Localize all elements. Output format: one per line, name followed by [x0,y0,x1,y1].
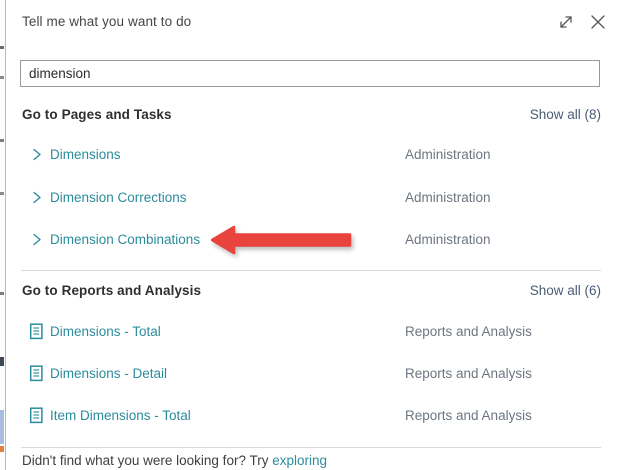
result-category: Administration [405,146,491,162]
result-link[interactable]: Dimensions [50,146,121,162]
result-row-dimensions-total[interactable]: Dimensions - Total Reports and Analysis [0,319,624,343]
dialog-left-edge [5,0,6,470]
section-divider [21,270,601,271]
footer-divider [21,447,601,448]
background-artifact [0,357,4,366]
background-artifact [0,446,4,452]
result-category: Reports and Analysis [405,407,532,423]
chevron-right-icon [29,231,44,248]
chevron-right-icon [29,146,44,163]
section-header-reports-and-analysis: Go to Reports and Analysis Show all (6) [22,281,601,299]
result-category: Administration [405,189,491,205]
close-dialog-button[interactable] [588,12,608,32]
result-row-dimensions-detail[interactable]: Dimensions - Detail Reports and Analysis [0,361,624,385]
result-link[interactable]: Dimension Corrections [50,189,187,205]
exploring-link[interactable]: exploring [272,453,327,468]
result-category: Reports and Analysis [405,323,532,339]
background-artifact [0,410,4,444]
chevron-right-icon [29,189,44,206]
background-artifact [0,46,4,49]
result-row-dimensions[interactable]: Dimensions Administration [0,142,624,166]
expand-diagonal-icon [557,16,575,34]
result-link[interactable]: Item Dimensions - Total [50,407,191,423]
result-row-dimension-corrections[interactable]: Dimension Corrections Administration [0,185,624,209]
background-artifact [0,192,4,195]
section-header-pages-and-tasks: Go to Pages and Tasks Show all (8) [22,105,601,123]
footer-hint-text: Didn't find what you were looking for? T… [22,453,273,468]
section-title: Go to Pages and Tasks [22,106,172,122]
background-artifact [0,76,4,79]
close-icon [588,15,608,35]
result-category: Reports and Analysis [405,365,532,381]
report-document-icon [29,406,44,424]
report-document-icon [29,322,44,340]
report-document-icon [29,364,44,382]
section-title: Go to Reports and Analysis [22,282,202,298]
background-artifact [0,292,4,295]
dialog-title: Tell me what you want to do [22,14,192,29]
background-artifact [0,139,4,142]
background-page-sliver [0,0,5,470]
result-category: Administration [405,231,491,247]
result-link[interactable]: Dimensions - Detail [50,365,168,381]
footer-hint: Didn't find what you were looking for? T… [22,453,327,468]
result-row-dimension-combinations[interactable]: Dimension Combinations Administration [0,227,624,251]
result-row-item-dimensions-total[interactable]: Item Dimensions - Total Reports and Anal… [0,403,624,427]
show-all-pages-link[interactable]: Show all (8) [529,106,601,122]
show-all-reports-link[interactable]: Show all (6) [529,282,601,298]
search-input[interactable] [20,60,600,87]
result-link[interactable]: Dimension Combinations [50,231,201,247]
expand-dialog-button[interactable] [557,13,575,31]
result-link[interactable]: Dimensions - Total [50,323,161,339]
